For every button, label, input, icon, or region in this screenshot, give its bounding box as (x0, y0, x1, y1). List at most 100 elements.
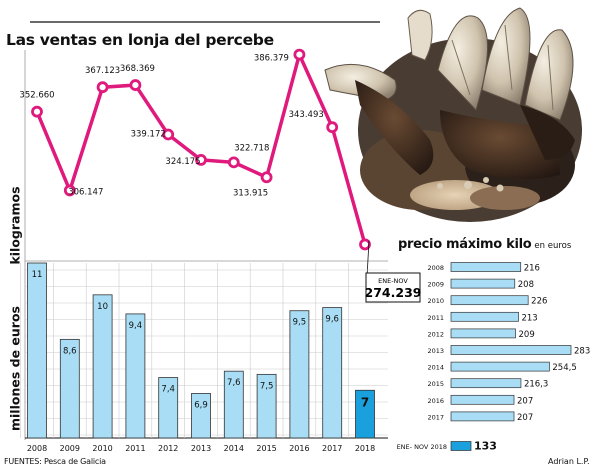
year-tick-label: 2017 (322, 444, 342, 453)
euro-bar-label: 10 (97, 302, 108, 312)
price-value-label: 133 (474, 440, 497, 453)
kilograms-axis-label: kilogramos (7, 186, 23, 265)
chart-title: Las ventas en lonja del percebe (6, 31, 274, 49)
euro-bar-label: 9,6 (325, 315, 339, 325)
price-bar (450, 311, 519, 322)
price-year-label: 2012 (427, 330, 444, 338)
price-value-label: 208 (518, 280, 534, 290)
price-year-label: 2010 (427, 297, 444, 305)
price-year-label: 2014 (427, 364, 444, 372)
price-value-label: 226 (531, 297, 547, 307)
callout-2018: ENE-NOV 274.239 (365, 272, 422, 303)
price-value-label: 207 (517, 413, 533, 423)
euro-bar (191, 393, 211, 439)
kilogram-line-chart: 352.660 306.147 367.123 368.369 339.172 324.1… (19, 48, 371, 297)
callout-period: ENE-NOV (378, 277, 408, 285)
kilogram-point (293, 48, 306, 61)
kilogram-point-label: 367.123 (85, 66, 120, 76)
price-panel-heading: precio máximo kilo (398, 237, 532, 252)
euro-bar-label: 7,6 (227, 378, 241, 388)
price-value-label: 213 (521, 313, 537, 323)
price-year-label: 2015 (427, 380, 444, 388)
euro-bar-label: 11 (32, 270, 43, 280)
price-panel-unit: en euros (534, 241, 572, 251)
kilogram-point (96, 81, 109, 94)
price-value-label: 254,5 (552, 363, 576, 373)
price-year-label: ENE- NOV 2018 (397, 443, 447, 451)
price-value-label: 207 (517, 396, 533, 406)
kilogram-point-label: 386.379 (254, 54, 289, 64)
kilogram-point (63, 184, 76, 197)
kilogram-point-label: 339.172 (131, 130, 166, 140)
kilogram-point (195, 154, 207, 166)
price-value-label: 216,3 (524, 380, 548, 390)
year-tick-label: 2013 (191, 444, 211, 453)
price-bar (450, 394, 515, 405)
euro-bar-label: 7,4 (161, 385, 175, 395)
euro-bar (256, 373, 277, 439)
euro-bar (59, 338, 80, 439)
year-tick-label: 2012 (158, 444, 178, 453)
barnacle-photo (324, 7, 582, 222)
euro-bar (27, 262, 47, 439)
price-bar (450, 345, 572, 355)
euro-bar (322, 307, 343, 439)
euro-bar-label: 8,6 (63, 346, 77, 356)
kilogram-point (260, 171, 273, 184)
price-year-label: 2016 (427, 397, 444, 405)
kilogram-point-label: 352.660 (19, 91, 54, 101)
year-tick-label: 2016 (289, 444, 309, 453)
kilogram-point-label: 306.147 (68, 187, 103, 197)
price-panel-title: precio máximo kilo en euros (398, 233, 571, 252)
kilogram-point (162, 128, 175, 141)
kilogram-point (326, 121, 339, 134)
price-bar (450, 378, 522, 389)
price-year-label: 2009 (427, 281, 444, 289)
kilogram-point (31, 105, 43, 118)
year-tick-label: 2014 (224, 444, 244, 453)
year-axis: 2008 2009 2010 2011 2012 2013 2014 2015 2016 2017… (27, 444, 375, 453)
price-bar (450, 411, 515, 422)
author-credit: Adrian L.P. (548, 457, 590, 466)
euro-bar-label: 6,9 (194, 400, 208, 410)
euro-bar (289, 310, 310, 439)
year-tick-label: 2010 (92, 444, 112, 453)
price-bar (450, 361, 550, 372)
kilogram-series-line (35, 52, 367, 245)
price-bar-chart: 2008 216 2009 208 2010 226 2011 213 2012 209 2013 2… (397, 262, 590, 453)
price-year-label: 2008 (427, 264, 444, 272)
euro-bar-label: 9,4 (129, 321, 143, 331)
year-tick-label: 2015 (256, 444, 276, 453)
euro-bar-label: 7,5 (260, 381, 274, 391)
year-tick-label: 2009 (60, 444, 80, 453)
euro-bar (223, 370, 244, 439)
kilogram-point-label: 322.718 (234, 143, 269, 153)
kilogram-point-label: 324.175 (165, 157, 200, 167)
price-year-label: 2013 (427, 347, 444, 355)
euro-bar-label: 7 (361, 395, 369, 409)
euro-bar-chart: 11 8,6 10 9,4 7,4 6,9 7,6 7,5 9,5 9,6 7 (20, 262, 388, 439)
price-value-label: 209 (519, 330, 535, 340)
callout-value: 274.239 (365, 285, 422, 300)
kilogram-point-label: 368.369 (120, 64, 155, 74)
source-note: FUENTES: Pesca de Galicia (4, 457, 106, 466)
euro-bar (158, 377, 179, 439)
price-value-label: 283,5 (574, 347, 590, 357)
euro-bar (92, 294, 113, 439)
kilogram-point (227, 156, 240, 169)
price-bar (450, 441, 472, 451)
kilogram-point-label: 313.915 (233, 188, 268, 198)
kilogram-point-label: 343.493 (289, 110, 324, 120)
euros-axis-label: millones de euros (7, 306, 23, 431)
price-bar (450, 328, 516, 339)
price-value-label: 216 (524, 264, 540, 274)
euro-bar-label: 9,5 (293, 318, 307, 328)
year-tick-label: 2011 (125, 444, 145, 453)
kilogram-point (129, 79, 142, 91)
year-tick-label: 2018 (355, 444, 375, 453)
price-year-label: 2011 (427, 314, 444, 322)
price-bar (450, 278, 516, 289)
price-year-label: 2017 (427, 413, 444, 421)
year-tick-label: 2008 (27, 444, 47, 453)
